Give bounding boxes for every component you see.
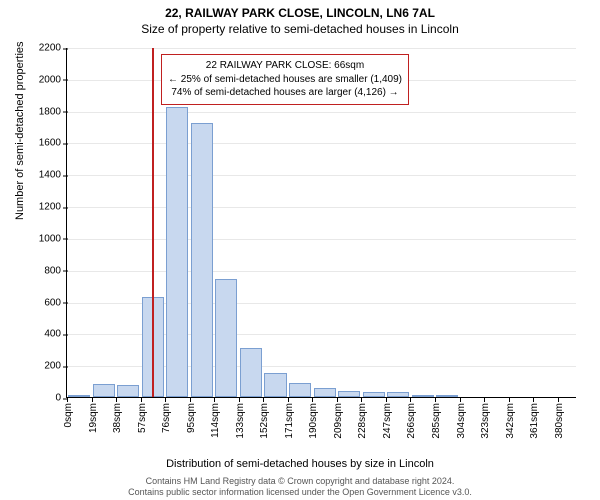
x-tick-label: 114sqm [210, 397, 221, 438]
y-tick-label: 600 [44, 297, 67, 308]
histogram-bar [387, 392, 409, 397]
x-tick-label: 285sqm [431, 397, 442, 439]
histogram-bar [240, 348, 262, 397]
x-tick-label: 342sqm [505, 397, 516, 439]
gridline [67, 207, 576, 208]
attribution-footer: Contains HM Land Registry data © Crown c… [0, 476, 600, 499]
x-tick-label: 133sqm [235, 397, 246, 439]
gridline [67, 239, 576, 240]
x-tick-label: 323sqm [480, 397, 491, 439]
x-tick-label: 247sqm [382, 397, 393, 439]
x-tick-label: 380sqm [554, 397, 565, 439]
plot-area: 0200400600800100012001400160018002000220… [66, 48, 576, 398]
x-tick-label: 152sqm [259, 397, 270, 439]
marker-line [152, 48, 154, 397]
histogram-bar [215, 279, 237, 397]
x-tick-label: 266sqm [406, 397, 417, 439]
x-tick-label: 19sqm [88, 397, 99, 433]
y-tick-label: 1600 [39, 138, 67, 149]
y-tick-label: 1800 [39, 106, 67, 117]
y-tick-label: 2000 [39, 74, 67, 85]
x-tick-label: 0sqm [63, 397, 74, 427]
histogram-bar [436, 395, 458, 397]
gridline [67, 175, 576, 176]
y-tick-label: 200 [44, 361, 67, 372]
x-tick-label: 171sqm [284, 397, 295, 439]
chart-title-2: Size of property relative to semi-detach… [0, 20, 600, 36]
gridline [67, 112, 576, 113]
chart-container: 22, RAILWAY PARK CLOSE, LINCOLN, LN6 7AL… [0, 0, 600, 500]
histogram-bar [68, 395, 90, 397]
x-tick-label: 209sqm [333, 397, 344, 439]
gridline [67, 143, 576, 144]
gridline [67, 48, 576, 49]
histogram-bar [117, 385, 139, 397]
x-tick-label: 57sqm [137, 397, 148, 433]
histogram-bar [264, 373, 286, 397]
histogram-bar [191, 123, 213, 397]
histogram-bar [93, 384, 115, 397]
x-tick-label: 95sqm [186, 397, 197, 433]
histogram-bar [412, 395, 434, 397]
y-tick-label: 1400 [39, 170, 67, 181]
annotation-line-1: 22 RAILWAY PARK CLOSE: 66sqm [168, 59, 402, 73]
annotation-box: 22 RAILWAY PARK CLOSE: 66sqm ← 25% of se… [161, 54, 409, 105]
y-tick-label: 1200 [39, 202, 67, 213]
annotation-line-2: ← 25% of semi-detached houses are smalle… [168, 73, 402, 87]
x-tick-label: 38sqm [112, 397, 123, 433]
annotation-line-3: 74% of semi-detached houses are larger (… [168, 86, 402, 100]
y-axis-label: Number of semi-detached properties [14, 41, 26, 220]
chart-title-1: 22, RAILWAY PARK CLOSE, LINCOLN, LN6 7AL [0, 0, 600, 20]
y-tick-label: 2200 [39, 43, 67, 54]
histogram-bar [363, 392, 385, 397]
y-tick-label: 400 [44, 329, 67, 340]
histogram-bar [338, 391, 360, 397]
footer-line-2: Contains public sector information licen… [0, 487, 600, 498]
x-tick-label: 190sqm [308, 397, 319, 439]
footer-line-1: Contains HM Land Registry data © Crown c… [0, 476, 600, 487]
x-tick-label: 304sqm [456, 397, 467, 439]
x-tick-label: 228sqm [357, 397, 368, 439]
x-tick-label: 361sqm [529, 397, 540, 439]
x-tick-label: 76sqm [161, 397, 172, 433]
histogram-bar [314, 388, 336, 397]
x-axis-label: Distribution of semi-detached houses by … [0, 458, 600, 470]
gridline [67, 271, 576, 272]
histogram-bar [166, 107, 188, 397]
y-tick-label: 800 [44, 265, 67, 276]
y-tick-label: 1000 [39, 233, 67, 244]
histogram-bar [289, 383, 311, 397]
